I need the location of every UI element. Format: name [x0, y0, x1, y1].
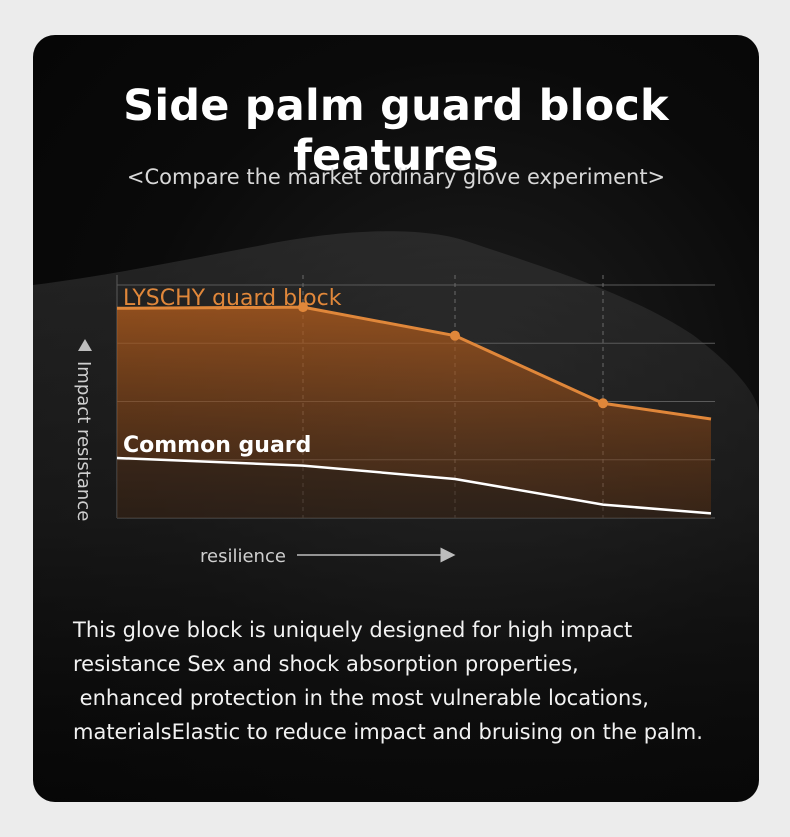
line-chart: LYSCHY guard block Common guard Impact res… — [73, 275, 715, 567]
area-common — [117, 458, 711, 518]
series-label-lyschy: LYSCHY guard block — [123, 286, 342, 311]
series-areas — [117, 307, 711, 518]
feature-card: Side palm guard block features <Compare … — [33, 35, 759, 802]
page-subtitle: <Compare the market ordinary glove exper… — [126, 165, 666, 189]
description-line-2: resistance Sex and shock absorption prop… — [73, 652, 579, 676]
data-point — [298, 302, 308, 313]
data-point — [450, 330, 460, 341]
data-point — [598, 398, 608, 409]
series-label-common: Common guard — [123, 433, 311, 458]
y-axis-arrow-icon — [78, 339, 92, 351]
page-title: Side palm guard block features — [123, 81, 669, 181]
y-axis-label: Impact resistance — [73, 361, 94, 521]
chart-labels: LYSCHY guard block Common guard Impact res… — [73, 286, 456, 567]
description-line-1: This glove block is uniquely designed fo… — [73, 618, 633, 642]
line-common — [116, 456, 712, 515]
description-line-4: materialsElastic to reduce impact and br… — [73, 720, 703, 744]
series-markers — [298, 302, 608, 409]
x-axis-label: resilience — [200, 546, 286, 567]
description-line-3: enhanced protection in the most vulnerab… — [73, 686, 649, 710]
description: This glove block is uniquely designed fo… — [73, 613, 743, 749]
